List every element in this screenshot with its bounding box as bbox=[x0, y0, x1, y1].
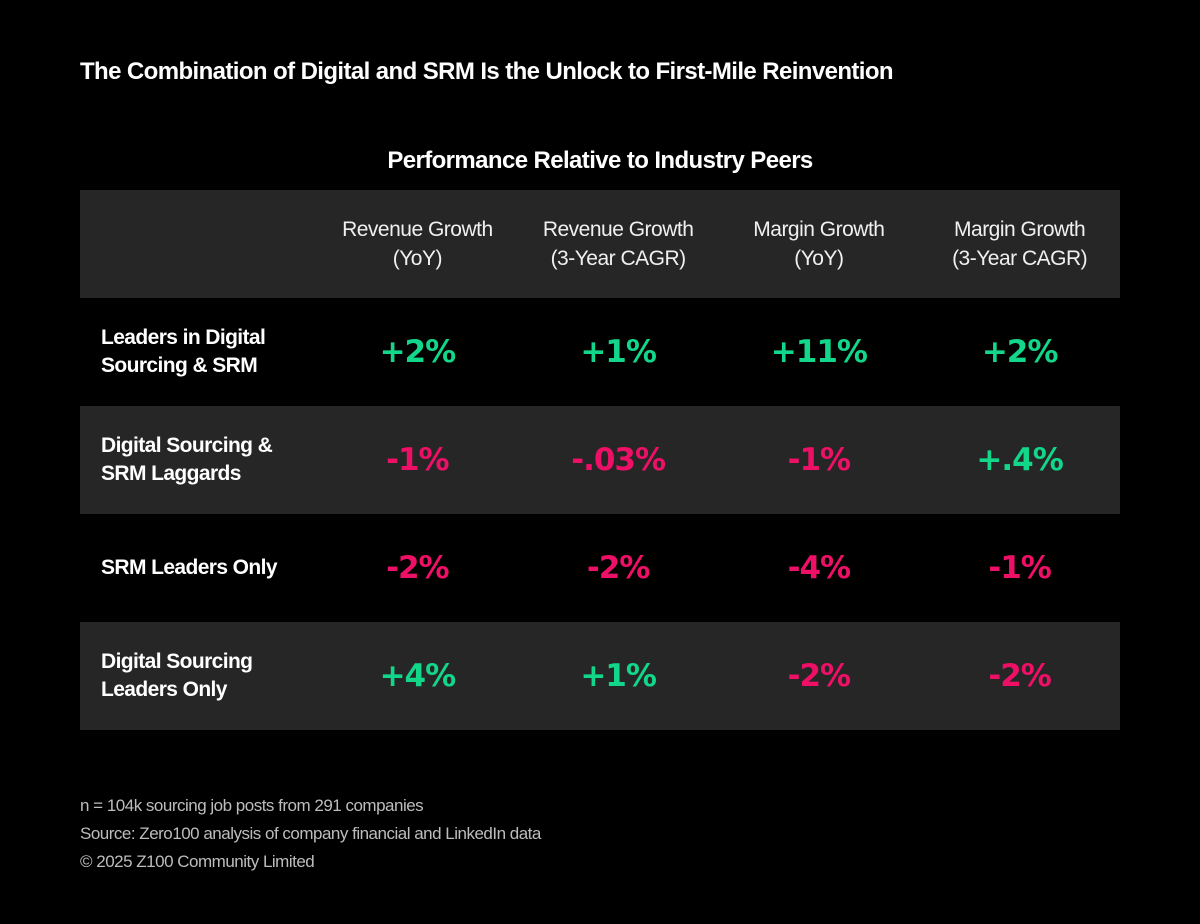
copyright: © 2025 Z100 Community Limited bbox=[80, 852, 315, 871]
source-note: Source: Zero100 analysis of company fina… bbox=[80, 824, 541, 843]
value-cell: -1% bbox=[988, 550, 1051, 586]
footer: n = 104k sourcing job posts from 291 com… bbox=[80, 792, 541, 876]
sample-note: n = 104k sourcing job posts from 291 com… bbox=[80, 796, 424, 815]
value-cell: -2% bbox=[787, 658, 851, 694]
column-header: Revenue Growth (3-Year CAGR) bbox=[542, 218, 694, 270]
table-row: Leaders in Digital Sourcing & SRM +2% +1% +… bbox=[80, 298, 1120, 406]
value-cell: +2% bbox=[379, 334, 457, 370]
value-cell: +2% bbox=[981, 334, 1059, 370]
row-label: SRM Leaders Only bbox=[101, 556, 278, 579]
table-row: SRM Leaders Only -2% -2% -4% -1% bbox=[80, 514, 1120, 622]
value-cell: +1% bbox=[580, 658, 657, 694]
value-cell: +4% bbox=[379, 658, 457, 694]
value-cell: +11% bbox=[770, 334, 868, 370]
row-label: Leaders in Digital Sourcing & SRM bbox=[101, 326, 266, 377]
value-cell: +1% bbox=[580, 334, 657, 370]
column-header: Margin Growth (YoY) bbox=[753, 218, 885, 270]
value-cell: -1% bbox=[787, 442, 851, 478]
table-row: Digital Sourcing & SRM Laggards -1% -.03% -… bbox=[80, 406, 1120, 514]
value-cell: +.4% bbox=[976, 442, 1063, 478]
value-cell: -2% bbox=[386, 550, 449, 586]
value-cell: -2% bbox=[988, 658, 1051, 694]
row-label: Digital Sourcing & SRM Laggards bbox=[101, 434, 273, 485]
value-cell: -1% bbox=[386, 442, 449, 478]
page-title: The Combination of Digital and SRM Is th… bbox=[80, 58, 894, 85]
value-cell: -2% bbox=[586, 550, 650, 586]
column-header: Revenue Growth (YoY) bbox=[342, 218, 493, 270]
table-header-row: Revenue Growth (YoY) Revenue Growth (3-Y… bbox=[80, 190, 1120, 298]
column-header: Margin Growth (3-Year CAGR) bbox=[952, 218, 1088, 270]
value-cell: -.03% bbox=[571, 442, 666, 478]
table-title: Performance Relative to Industry Peers bbox=[387, 147, 813, 174]
table-row: Digital Sourcing Leaders Only +4% +1% -2% -2… bbox=[80, 622, 1120, 730]
performance-table: Revenue Growth (YoY) Revenue Growth (3-Y… bbox=[80, 190, 1120, 730]
row-label: Digital Sourcing Leaders Only bbox=[101, 650, 253, 701]
value-cell: -4% bbox=[787, 550, 851, 586]
